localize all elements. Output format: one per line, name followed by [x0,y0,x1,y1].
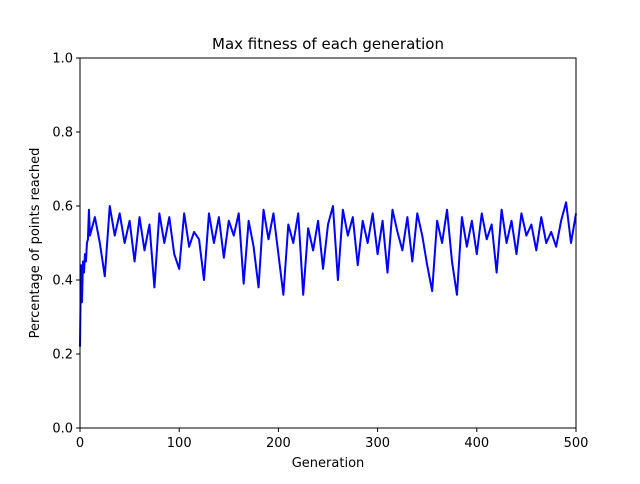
chart-title: Max fitness of each generation [212,35,444,53]
y-tick-label: 0.6 [52,200,73,215]
data-line [79,201,577,347]
plot-frame [79,57,577,429]
y-tick-label: 0.8 [52,126,73,141]
x-tick-label: 500 [564,436,589,451]
x-axis-label: Generation [292,456,365,471]
y-tick-label: 0.4 [52,274,73,289]
x-tick-label: 200 [266,436,291,451]
x-tick-label: 300 [365,436,390,451]
x-tick-label: 400 [464,436,489,451]
y-tick-label: 0.2 [52,348,73,363]
x-tick-label: 0 [76,436,84,451]
y-tick-label: 0.0 [52,422,73,437]
x-tick-label: 100 [167,436,192,451]
y-tick-label: 1.0 [52,52,73,67]
y-axis-label: Percentage of points reached [28,148,43,339]
